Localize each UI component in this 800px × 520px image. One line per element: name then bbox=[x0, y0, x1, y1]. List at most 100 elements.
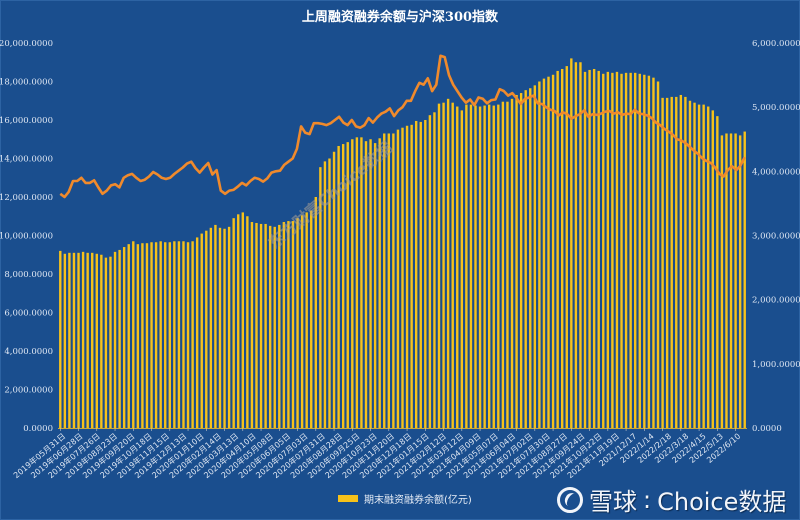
bar bbox=[250, 222, 254, 428]
bar bbox=[154, 242, 158, 428]
bar bbox=[273, 226, 276, 428]
bar bbox=[446, 98, 450, 428]
left-axis-tick: 4,000.0000 bbox=[4, 347, 53, 357]
bar bbox=[360, 137, 363, 428]
bar bbox=[611, 72, 614, 429]
bar bbox=[237, 214, 240, 428]
bar bbox=[59, 250, 62, 428]
bar bbox=[86, 252, 89, 428]
bar bbox=[688, 100, 692, 428]
left-axis-tick: 12,000.0000 bbox=[0, 193, 53, 203]
bar bbox=[346, 142, 349, 428]
bar bbox=[743, 131, 746, 429]
bar bbox=[414, 120, 418, 429]
bar bbox=[323, 161, 327, 428]
bar bbox=[200, 233, 203, 428]
bar bbox=[675, 96, 678, 429]
bar bbox=[624, 72, 628, 429]
left-axis-tick: 10,000.0000 bbox=[0, 232, 53, 242]
bar bbox=[606, 71, 610, 428]
bar bbox=[716, 116, 719, 429]
bar bbox=[524, 90, 527, 428]
bar bbox=[565, 66, 568, 428]
bar bbox=[515, 94, 518, 428]
bar bbox=[707, 106, 710, 429]
bar bbox=[424, 120, 427, 428]
bar bbox=[501, 101, 505, 429]
bar bbox=[168, 242, 171, 428]
bar bbox=[351, 139, 354, 428]
left-axis-tick: 20,000.0000 bbox=[0, 39, 53, 49]
bar bbox=[437, 103, 441, 428]
bar bbox=[287, 221, 290, 428]
bar bbox=[679, 94, 683, 428]
bar bbox=[218, 227, 222, 428]
bar bbox=[305, 212, 308, 428]
bar bbox=[195, 237, 199, 428]
brand-separator: : bbox=[643, 485, 652, 514]
bar bbox=[373, 143, 377, 428]
right-axis-tick: 3,000.0000 bbox=[752, 232, 800, 242]
bar bbox=[100, 254, 103, 428]
bar bbox=[492, 105, 495, 428]
xueqiu-logo-icon bbox=[557, 486, 583, 513]
brand-mark: 雪球 : Choice数据 bbox=[557, 482, 786, 517]
bar bbox=[63, 253, 67, 428]
bar bbox=[77, 252, 80, 428]
bar bbox=[296, 218, 299, 428]
bar bbox=[652, 77, 655, 429]
brand-name: 雪球 bbox=[589, 488, 637, 516]
legend-swatch-bar bbox=[338, 495, 358, 502]
bar bbox=[191, 241, 194, 428]
bar bbox=[693, 102, 696, 429]
bar bbox=[588, 69, 591, 428]
left-axis-tick: 6,000.0000 bbox=[4, 309, 53, 319]
bar bbox=[132, 241, 135, 428]
bar bbox=[396, 129, 400, 428]
bar bbox=[401, 127, 404, 428]
bar bbox=[205, 230, 208, 428]
bar bbox=[122, 247, 126, 428]
index-line bbox=[59, 54, 746, 199]
bar bbox=[405, 125, 409, 429]
bar bbox=[720, 135, 724, 428]
bar bbox=[634, 72, 637, 429]
left-axis-tick: 8,000.0000 bbox=[4, 270, 53, 280]
bar bbox=[410, 124, 413, 428]
bar bbox=[319, 167, 322, 428]
bar bbox=[738, 135, 742, 428]
bar bbox=[647, 75, 651, 428]
bar bbox=[164, 242, 167, 428]
bar bbox=[670, 96, 673, 429]
bar bbox=[620, 73, 623, 429]
bar bbox=[684, 96, 687, 429]
bar bbox=[597, 70, 600, 428]
bar bbox=[332, 151, 336, 428]
bar bbox=[209, 227, 213, 428]
bar bbox=[68, 252, 71, 428]
bar bbox=[314, 197, 318, 428]
bar bbox=[328, 158, 331, 428]
left-axis-tick: 14,000.0000 bbox=[0, 155, 53, 165]
bar bbox=[136, 244, 140, 428]
bar bbox=[519, 93, 523, 429]
bar bbox=[465, 104, 468, 428]
bar bbox=[182, 241, 185, 428]
bar bbox=[583, 71, 587, 428]
right-axis-tick: 1,000.0000 bbox=[752, 360, 800, 370]
bar bbox=[615, 71, 619, 428]
bar bbox=[725, 133, 728, 428]
bar bbox=[643, 74, 646, 428]
bar bbox=[177, 241, 181, 428]
bar bbox=[460, 110, 464, 428]
bar bbox=[387, 133, 391, 428]
bar bbox=[113, 251, 117, 428]
left-axis-tick: 18,000.0000 bbox=[0, 78, 53, 88]
bar bbox=[697, 104, 701, 428]
bar bbox=[529, 88, 532, 429]
bar bbox=[592, 68, 596, 429]
left-axis-tick: 0.0000 bbox=[23, 424, 53, 434]
bar bbox=[310, 210, 313, 428]
bar bbox=[551, 74, 555, 428]
